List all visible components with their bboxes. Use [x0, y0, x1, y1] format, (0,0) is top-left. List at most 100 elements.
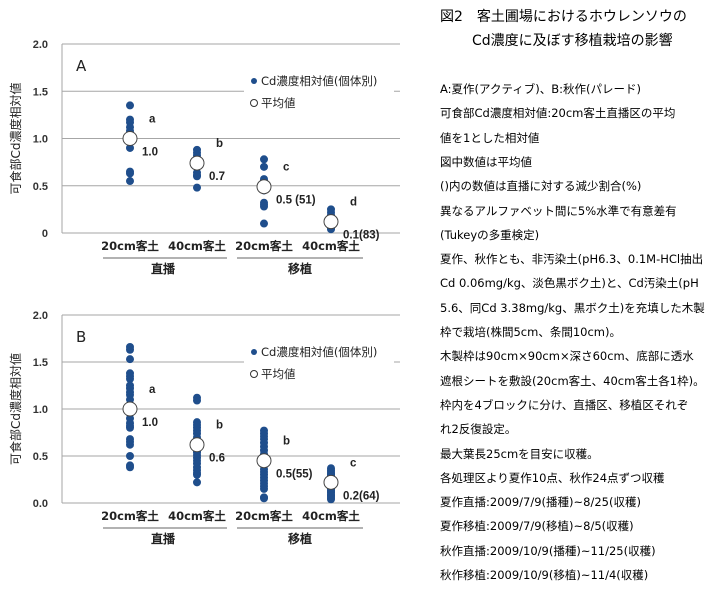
mean-label: 0.5(55): [276, 469, 313, 481]
category-label: 40cm客土: [168, 509, 226, 523]
group-label: 移植: [288, 531, 312, 546]
note-line: A:夏作(アクティブ)、B:秋作(パレード): [440, 82, 641, 96]
y-axis-title: 可食部Cd濃度相対値: [8, 353, 23, 465]
data-point: [260, 484, 268, 493]
note-line: れ2反復設定。: [440, 422, 517, 437]
note-line: 図中数値は平均値: [440, 154, 532, 169]
note-line: 遮根シートを敷設(20cm客土、40cm客土各1枠)。: [440, 373, 705, 388]
data-point: [126, 143, 134, 152]
y-tick-label: 1.5: [33, 86, 48, 98]
group-label: 移植: [288, 261, 312, 276]
group-label: 直播: [151, 261, 176, 276]
y-tick-label: 2.0: [33, 39, 48, 51]
legend-mean: 平均値: [261, 96, 296, 110]
mean-marker: [189, 155, 205, 171]
significance-letter: b: [283, 436, 290, 448]
note-line: 枠で栽培(株間5cm、条間10cm)。: [440, 325, 621, 339]
mean-label: 0.7: [209, 171, 225, 183]
note-line: Cd 0.06mg/kg、淡色黒ボク土)と、Cd汚染土(pH: [440, 276, 699, 291]
data-point: [260, 219, 268, 228]
panel-label: A: [76, 57, 87, 75]
y-axis-title: 可食部Cd濃度相対値: [8, 83, 23, 195]
significance-letter: c: [350, 457, 357, 469]
note-line: 秋作移植:2009/10/9(移植)~11/4(収穫): [440, 568, 649, 582]
mean-label: 1.0: [142, 417, 158, 429]
significance-letter: a: [149, 114, 156, 126]
category-label: 40cm客土: [302, 239, 360, 253]
group-label: 直播: [151, 531, 176, 546]
legend-box: [244, 337, 394, 387]
mean-label: 0.5 (51): [276, 195, 316, 207]
legend-point-icon: [251, 78, 257, 84]
significance-letter: a: [149, 384, 156, 396]
note-line: 5.6、同Cd 3.38mg/kg、黒ボク土)を充填した木製: [440, 300, 705, 315]
data-point: [126, 461, 134, 470]
panel-label: B: [76, 328, 86, 346]
data-point: [260, 202, 268, 211]
category-label: 20cm客土: [235, 239, 293, 253]
note-line: ()内の数値は直播に対する減少割合(%): [440, 179, 642, 194]
note-line: 枠内を4ブロックに分け、直播区、移植区それぞ: [440, 397, 689, 412]
legend-mean: 平均値: [261, 367, 296, 381]
y-tick-label: 1.0: [33, 134, 48, 146]
data-point: [193, 478, 201, 487]
category-label: 20cm客土: [101, 239, 159, 253]
note-line: 異なるアルファベット間に5%水準で有意差有: [440, 203, 677, 218]
data-point: [126, 169, 134, 178]
note-line: 可食部Cd濃度相対値:20cm客土直播区の平均: [440, 106, 676, 121]
note-line: 夏作移植:2009/7/9(移植)~8/5(収穫): [440, 519, 634, 534]
legend-individual: Cd濃度相対値(個体別): [261, 74, 377, 88]
data-point: [126, 355, 134, 364]
data-point: [126, 101, 134, 110]
data-point: [193, 396, 201, 405]
mean-marker: [189, 437, 205, 453]
legend-individual: Cd濃度相対値(個体別): [261, 345, 377, 359]
category-label: 40cm客土: [302, 509, 360, 523]
y-tick-label: 0.0: [33, 498, 48, 510]
legend-mean-icon: [250, 370, 258, 378]
significance-letter: b: [216, 420, 223, 432]
note-line: 夏作、秋作とも、非汚染土(pH6.3、0.1M-HCl抽出: [440, 252, 704, 267]
note-line: 秋作直播:2009/10/9(播種)~11/25(収穫): [440, 543, 656, 558]
category-label: 20cm客土: [235, 509, 293, 523]
data-point: [126, 177, 134, 186]
y-tick-label: 1.5: [33, 357, 48, 369]
data-point: [126, 452, 134, 460]
data-point: [126, 440, 134, 449]
data-point: [126, 374, 134, 383]
mean-label: 0.2(64): [343, 490, 380, 502]
data-point: [193, 183, 201, 192]
y-tick-label: 0.5: [33, 451, 48, 463]
significance-letter: b: [216, 138, 223, 150]
legend-box: [244, 66, 394, 116]
y-tick-label: 0: [42, 228, 48, 240]
mean-marker: [256, 179, 272, 195]
mean-label: 0.6: [209, 453, 225, 465]
mean-marker: [323, 214, 339, 230]
note-line: 最大葉長25cmを目安に収穫。: [440, 446, 599, 461]
mean-marker: [323, 474, 339, 490]
data-point: [260, 162, 268, 171]
mean-marker: [122, 131, 138, 146]
significance-letter: d: [350, 197, 357, 209]
mean-label: 1.0: [142, 147, 158, 159]
data-point: [327, 491, 335, 500]
data-point: [193, 470, 201, 479]
legend-mean-icon: [250, 99, 258, 107]
note-line: 各処理区より夏作10点、秋作24点ずつ収穫: [440, 470, 665, 485]
data-point: [126, 423, 134, 432]
category-label: 40cm客土: [168, 239, 226, 253]
y-tick-label: 1.0: [33, 404, 48, 416]
significance-letter: c: [283, 162, 290, 174]
data-point: [193, 172, 201, 181]
category-label: 20cm客土: [101, 509, 159, 523]
mean-marker: [256, 453, 272, 469]
y-tick-label: 0.5: [33, 181, 48, 193]
mean-marker: [122, 401, 138, 417]
note-line: 値を1とした相対値: [440, 130, 540, 145]
note-line: (Tukeyの多重検定): [440, 227, 540, 242]
figure-title-line2: Cd濃度に及ぼす移植栽培の影響: [472, 33, 673, 49]
note-line: 夏作直播:2009/7/9(播種)~8/25(収穫): [440, 495, 641, 510]
